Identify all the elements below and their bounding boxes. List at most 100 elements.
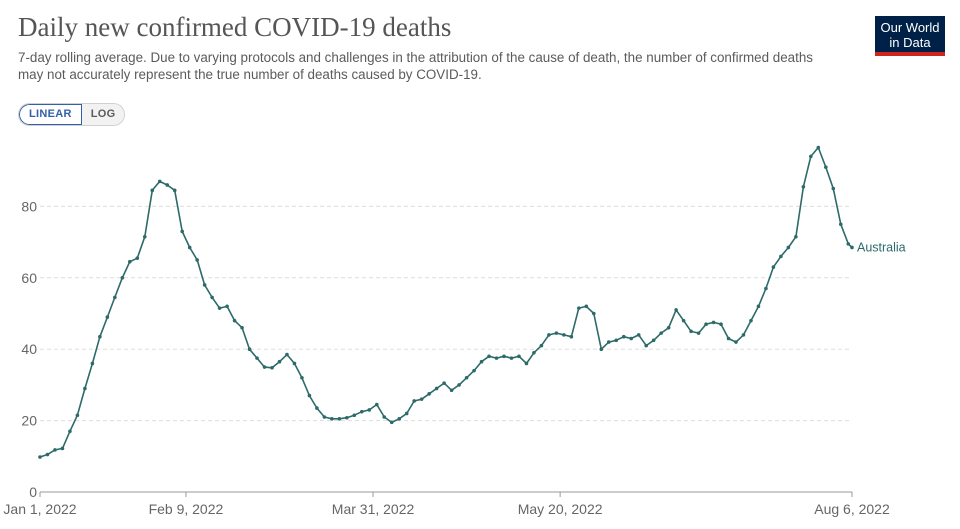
- data-point: [382, 415, 387, 419]
- data-point: [195, 258, 199, 262]
- data-point: [98, 334, 102, 339]
- data-point: [629, 336, 634, 341]
- series-label: Australia: [857, 240, 906, 254]
- owid-logo[interactable]: Our World in Data: [875, 16, 945, 56]
- data-point: [255, 356, 259, 360]
- chart-title: Daily new confirmed COVID-19 deaths: [18, 12, 452, 42]
- data-point: [801, 184, 806, 189]
- data-point: [262, 365, 267, 369]
- data-point: [464, 375, 469, 380]
- data-point: [83, 386, 87, 391]
- data-point: [606, 340, 611, 344]
- data-point: [472, 368, 476, 373]
- series-line: [39, 146, 853, 458]
- scale-toggle[interactable]: LINEAR LOG: [18, 103, 126, 126]
- data-point: [374, 402, 379, 407]
- data-point: [779, 254, 783, 259]
- data-point: [756, 304, 761, 309]
- data-point: [38, 455, 42, 459]
- data-point: [202, 283, 207, 287]
- data-point: [60, 446, 65, 451]
- y-tick-label: 80: [21, 198, 37, 214]
- data-point: [494, 356, 499, 360]
- data-point: [300, 375, 304, 380]
- data-point: [337, 417, 342, 421]
- data-point: [404, 411, 409, 416]
- x-tick-label: Mar 31, 2022: [332, 501, 415, 517]
- data-point: [442, 381, 446, 385]
- data-point: [689, 329, 693, 334]
- data-point: [764, 286, 768, 291]
- data-point: [786, 245, 791, 250]
- data-point: [345, 415, 349, 420]
- y-tick-label: 60: [21, 270, 37, 286]
- data-point: [479, 359, 484, 364]
- data-point: [636, 333, 641, 337]
- data-point: [771, 265, 776, 269]
- data-point: [210, 295, 214, 300]
- data-point: [240, 325, 244, 330]
- data-point: [838, 222, 843, 227]
- x-axis: Jan 1, 2022 Feb 9, 2022 Mar 31, 2022 May 20…: [3, 491, 890, 517]
- y-tick-label: 20: [21, 413, 37, 429]
- data-point: [824, 165, 828, 169]
- data-point: [666, 325, 671, 330]
- data-point: [539, 343, 544, 348]
- data-point: [232, 318, 237, 323]
- data-point: [449, 388, 454, 393]
- data-point: [457, 383, 461, 387]
- data-point: [674, 308, 678, 312]
- data-point: [554, 331, 559, 335]
- data-point: [809, 154, 813, 159]
- data-point: [614, 338, 619, 343]
- data-point: [330, 417, 334, 421]
- data-point: [68, 429, 72, 434]
- data-point: [524, 361, 529, 366]
- data-point: [621, 334, 626, 339]
- data-point: [696, 331, 701, 335]
- data-point: [651, 338, 656, 343]
- log-scale-button[interactable]: LOG: [81, 104, 125, 125]
- data-point: [165, 183, 170, 187]
- data-point: [850, 245, 854, 250]
- data-point: [734, 340, 738, 344]
- data-point: [389, 420, 394, 425]
- data-point: [704, 322, 708, 327]
- series-group: Australia: [38, 145, 906, 459]
- linear-scale-button[interactable]: LINEAR: [19, 104, 82, 125]
- data-point: [584, 304, 589, 309]
- data-point: [711, 320, 716, 325]
- y-axis-ticks: 0 20 40 60 80: [21, 198, 37, 500]
- logo-line-1: Our World: [880, 20, 940, 35]
- data-point: [397, 417, 402, 421]
- data-point: [315, 406, 319, 410]
- data-point: [352, 413, 357, 418]
- data-point: [75, 413, 80, 418]
- x-tick-label: May 20, 2022: [518, 501, 603, 517]
- data-point: [45, 452, 50, 457]
- data-point: [128, 259, 132, 264]
- data-point: [180, 229, 184, 234]
- y-tick-label: 40: [21, 341, 37, 357]
- data-point: [135, 256, 140, 260]
- data-point: [681, 318, 686, 323]
- data-point: [113, 295, 117, 300]
- data-point: [277, 359, 282, 364]
- data-point: [434, 386, 439, 391]
- data-point: [509, 356, 514, 360]
- data-point: [285, 352, 289, 357]
- data-point: [142, 234, 147, 239]
- logo-line-2: in Data: [889, 35, 931, 50]
- data-point: [547, 333, 551, 337]
- data-point: [846, 242, 851, 246]
- data-point: [419, 397, 424, 401]
- data-point: [322, 415, 327, 419]
- data-point: [502, 354, 506, 359]
- data-point: [157, 179, 162, 184]
- data-point: [412, 399, 416, 403]
- data-point: [719, 322, 723, 327]
- data-point: [599, 347, 604, 352]
- data-point: [592, 311, 596, 316]
- data-point: [247, 347, 252, 352]
